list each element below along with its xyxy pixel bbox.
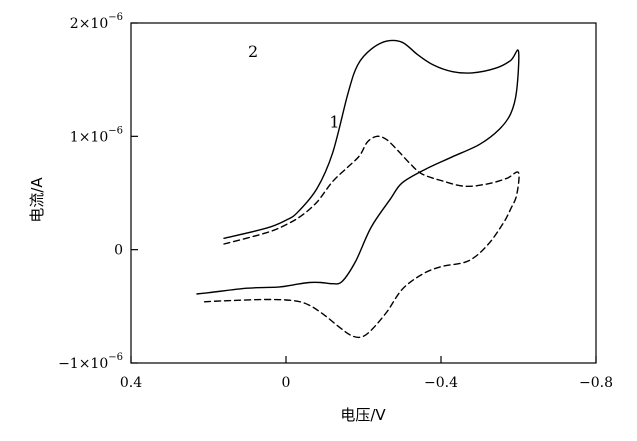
series-1-curve	[203, 135, 520, 339]
x-tick-label: −0.4	[424, 375, 458, 391]
x-tick-label: −0.8	[579, 375, 613, 391]
y-tick-label: −1×10−6	[58, 352, 123, 372]
series-1-label: 1	[329, 112, 339, 131]
y-tick-label: 0	[114, 243, 123, 259]
x-axis-title: 电压/V	[340, 406, 386, 424]
x-tick-label: 0.4	[120, 375, 142, 391]
plot-frame	[130, 22, 597, 364]
data-curves	[196, 39, 520, 339]
series-2-label: 2	[248, 42, 258, 61]
y-tick-label: 2×10−6	[70, 12, 123, 32]
axis-ticks: 0.4 0 −0.4 −0.8 2×10−6 1×10−6 0 −1×10−6	[58, 12, 613, 391]
y-axis-title: 电流/A	[28, 177, 46, 223]
series-2-curve	[196, 39, 520, 295]
x-tick-label: 0	[282, 375, 291, 391]
y-tick-label: 1×10−6	[70, 125, 123, 145]
series-labels: 21	[248, 42, 340, 131]
